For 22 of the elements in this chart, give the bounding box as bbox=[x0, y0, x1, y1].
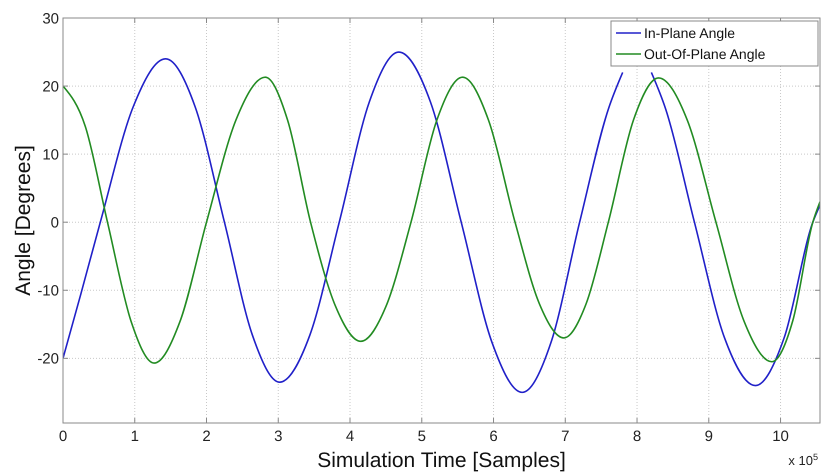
line-series bbox=[63, 76, 820, 364]
y-tick-label: 0 bbox=[50, 214, 59, 232]
y-tick-label: 30 bbox=[42, 10, 59, 28]
x-tick-label: 6 bbox=[489, 428, 498, 445]
x-tick-label: 7 bbox=[561, 428, 570, 445]
x-tick-label: 4 bbox=[346, 428, 354, 445]
x-axis-title: Simulation Time [Samples] bbox=[317, 449, 566, 472]
y-axis-title: Angle [Degrees] bbox=[12, 145, 35, 296]
x-tick-label: 8 bbox=[632, 428, 642, 445]
text: x 10$^{5}$ bbox=[788, 452, 818, 468]
x-tick-label: 2 bbox=[202, 428, 211, 445]
y-tick-label: 20 bbox=[42, 78, 59, 96]
legend-label: Out-Of-Plane Angle bbox=[644, 46, 766, 62]
x-tick-label: 9 bbox=[704, 428, 713, 445]
x-tick-label: 10 bbox=[772, 428, 789, 445]
legend-label: In-Plane Angle bbox=[644, 24, 736, 41]
y-tick-label: -10 bbox=[37, 282, 59, 300]
x-tick-label: 1 bbox=[130, 428, 139, 445]
y-tick-label: 10 bbox=[42, 146, 59, 164]
y-tick-label: -20 bbox=[37, 350, 59, 368]
x-tick-label: 5 bbox=[418, 428, 426, 445]
x-tick-label: 3 bbox=[274, 428, 282, 445]
